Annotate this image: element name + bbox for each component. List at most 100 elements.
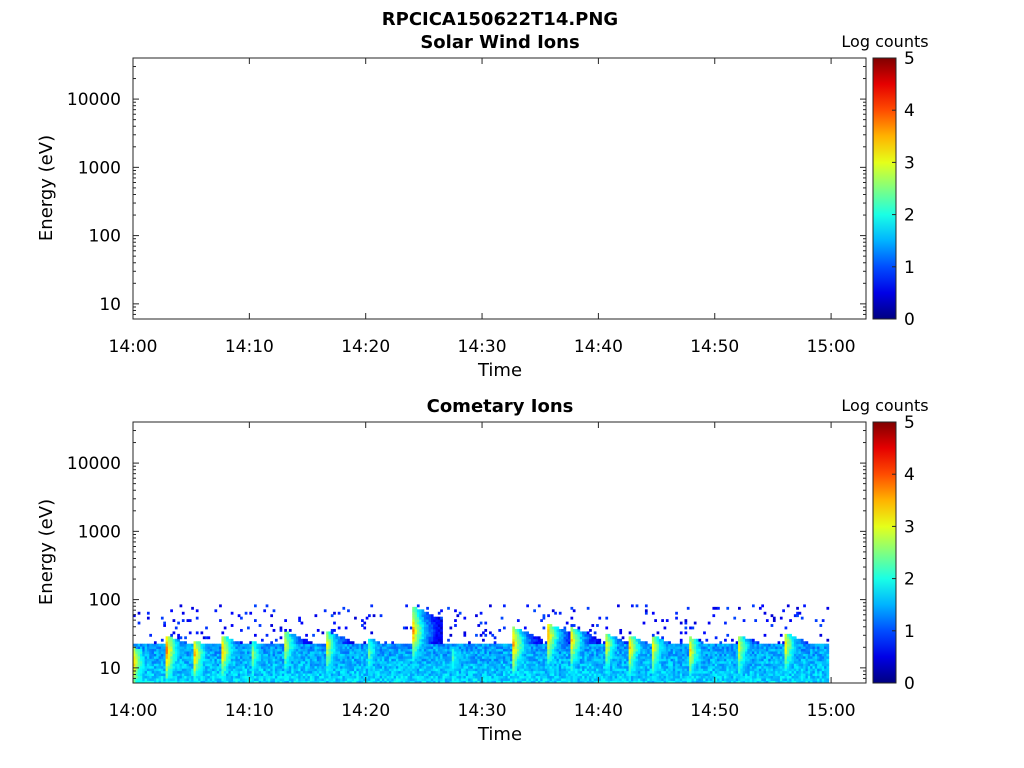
spectrogram-cell	[547, 675, 550, 679]
spectrogram-cell	[610, 680, 613, 684]
spectrogram-cell	[177, 665, 180, 669]
spectrogram-cell	[719, 675, 723, 679]
spectrogram-cell	[165, 638, 169, 642]
spectrogram-cell	[400, 665, 404, 669]
spectrogram-cell	[482, 651, 485, 654]
spectrogram-cell	[703, 655, 706, 659]
spectrogram-cell	[610, 660, 613, 664]
spectrogram-cell	[326, 680, 329, 684]
spectrogram-cell	[642, 655, 646, 659]
spectrogram-cell	[672, 675, 676, 679]
spectrogram-cell	[698, 675, 702, 679]
spectrogram-cell	[163, 675, 166, 679]
spectrogram-cell	[423, 633, 427, 637]
spectrogram-cell	[623, 651, 627, 654]
spectrogram-cell	[188, 665, 192, 669]
spectrogram-cell	[477, 646, 481, 650]
spectrogram-cell	[617, 646, 620, 650]
spectrogram-cell	[456, 663, 460, 667]
spectrogram-cell	[293, 660, 297, 664]
spectrogram-cell	[363, 660, 367, 664]
spectrogram-cell	[277, 646, 280, 650]
spectrogram-cell	[507, 665, 511, 669]
spectrogram-cell	[603, 678, 606, 681]
spectrogram-cell	[284, 670, 287, 674]
spectrogram-cell	[193, 668, 197, 672]
spectrogram-cell	[519, 673, 523, 677]
spectrogram-cell	[468, 665, 471, 669]
spectrogram-cell	[235, 660, 239, 664]
spectrogram-cell	[475, 653, 478, 657]
spectrogram-cell	[519, 665, 523, 669]
spectrogram-cell	[596, 655, 599, 659]
spectrogram-cell	[465, 651, 469, 654]
spectrogram-cell	[340, 646, 343, 650]
spectrogram-cell	[254, 665, 257, 669]
spectrogram-cell	[335, 658, 339, 662]
spectrogram-cell	[160, 658, 164, 662]
spectrogram-cell	[577, 651, 581, 654]
spectrogram-cell	[223, 655, 227, 659]
spectrogram-cell	[724, 638, 727, 642]
spectrogram-cell	[540, 651, 543, 654]
spectrogram-cell	[156, 660, 159, 664]
spectrogram-cell	[656, 648, 660, 652]
spectrogram-cell	[521, 655, 525, 659]
spectrogram-cell	[696, 651, 699, 654]
spectrogram-cell	[521, 636, 525, 640]
spectrogram-cell	[682, 680, 685, 684]
spectrogram-cell	[226, 673, 229, 677]
spectrogram-cell	[370, 651, 374, 654]
spectrogram-cell	[170, 636, 173, 640]
spectrogram-cell	[682, 670, 685, 674]
spectrogram-cell	[644, 643, 648, 647]
spectrogram-cell	[205, 648, 208, 652]
spectrogram-cell	[530, 641, 534, 645]
spectrogram-cell	[295, 668, 299, 672]
spectrogram-cell	[596, 643, 599, 647]
spectrogram-cell	[451, 646, 455, 650]
spectrogram-cell	[433, 663, 436, 667]
spectrogram-cell	[361, 665, 364, 669]
spectrogram-cell	[177, 653, 180, 657]
spectrogram-cell	[428, 633, 432, 637]
spectrogram-cell	[407, 653, 411, 657]
spectrogram-cell	[724, 655, 727, 659]
spectrogram-cell	[640, 641, 644, 645]
spectrogram-cell	[209, 658, 213, 662]
spectrogram-cell	[433, 668, 436, 672]
spectrogram-cell	[279, 626, 283, 630]
spectrogram-cell	[279, 680, 283, 684]
spectrogram-cell	[221, 641, 225, 645]
spectrogram-cell	[195, 658, 199, 662]
spectrogram-cell	[719, 658, 723, 662]
spectrogram-cell	[528, 670, 532, 674]
spectrogram-cell	[149, 668, 153, 672]
spectrogram-cell	[295, 675, 299, 679]
spectrogram-cell	[537, 670, 541, 674]
spectrogram-cell	[375, 663, 378, 667]
spectrogram-cell	[679, 658, 683, 662]
spectrogram-cell	[635, 673, 639, 677]
spectrogram-cell	[216, 648, 220, 652]
spectrogram-cell	[188, 673, 192, 677]
spectrogram-cell	[547, 665, 550, 669]
spectrogram-cell	[258, 624, 262, 627]
spectrogram-cell	[368, 665, 371, 669]
y-tick-label: 1000	[78, 158, 121, 178]
spectrogram-cell	[682, 646, 685, 650]
spectrogram-cell	[139, 673, 143, 677]
spectrogram-cell	[493, 678, 497, 681]
spectrogram-cell	[568, 663, 571, 667]
spectrogram-cell	[710, 658, 713, 662]
spectrogram-cell	[335, 633, 339, 637]
spectrogram-cell	[482, 670, 485, 674]
spectrogram-cell	[628, 651, 632, 654]
spectrogram-cell	[349, 646, 353, 650]
spectrogram-cell	[663, 665, 667, 669]
spectrogram-cell	[437, 655, 441, 659]
spectrogram-cell	[407, 658, 411, 662]
spectrogram-cell	[582, 665, 585, 669]
spectrogram-cell	[340, 670, 343, 674]
spectrogram-cell	[724, 648, 727, 652]
